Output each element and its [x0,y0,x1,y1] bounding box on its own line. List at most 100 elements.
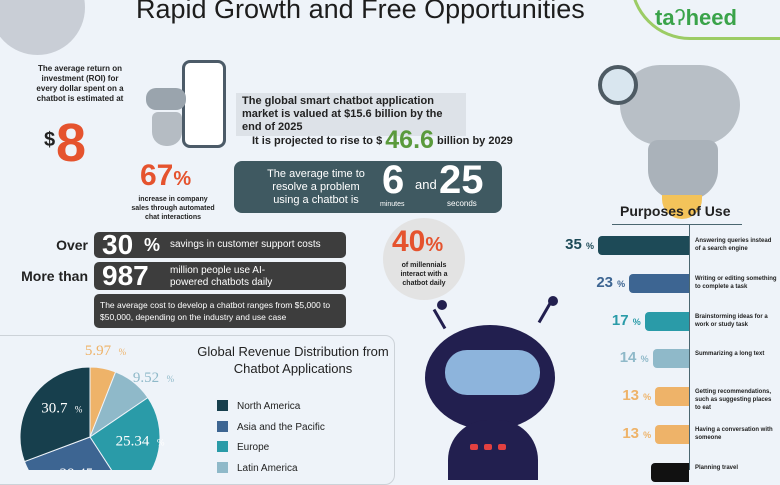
sales-stat: 67% [140,160,191,195]
robot-antenna-right [537,302,552,324]
robot-antenna-ball [548,296,558,306]
purpose-unit: % [585,241,594,251]
pie-slice [19,366,91,463]
roi-currency: $ [44,129,56,151]
legend-label: Asia and the Pacific [237,421,325,433]
savings-box: 30 % savings in customer support costs [94,229,346,260]
roi-value: 8 [56,113,87,173]
sales-text: increase in company sales through automa… [131,196,215,221]
millennials-text: of millennials interact with a chatbot d… [400,262,448,287]
resolve-minutes: 6 [382,158,405,202]
millennials-stat: 40% [392,226,443,261]
purpose-value: 13 [622,425,639,442]
purpose-bar [655,387,689,407]
purpose-value: 35 [565,236,582,253]
roi-text: The average return on investment (ROI) f… [36,64,124,103]
resolve-seconds: 25 [439,158,484,202]
millennials-circle [383,218,465,300]
robot-mascot-body [648,140,718,200]
purpose-label: Planning travel [695,464,739,471]
purposes-divider [612,224,742,225]
purpose-value: 17 [611,311,629,329]
pie-label-unit: % [119,347,127,357]
robot-illustration [146,88,186,110]
purpose-unit: % [640,354,649,365]
purpose-value: 23 [596,273,613,291]
cost-box: The average cost to develop a chatbot ra… [94,294,346,328]
purpose-bar [629,273,689,293]
purpose-label: Brainstorming ideas for a work or study … [695,313,768,328]
pie-label: 5.97 [85,343,112,359]
page-title: Rapid Growth and Free Opportunities [136,0,585,24]
purpose-percent: 23 % [565,274,625,293]
market-value-text: The global smart chatbot application mar… [236,93,466,136]
legend-label: North America [237,401,301,412]
savings-text: savings in customer support costs [170,239,321,250]
millennials-unit: % [425,234,444,256]
legend-swatch [217,441,228,452]
purpose-percent: 17 % [581,312,641,331]
users-box: 987 million people use AI-powered chatbo… [94,262,346,290]
pie-title: Global Revenue Distribution from Chatbot… [197,344,389,376]
robot-mascot-head [620,65,740,145]
purpose-label: Getting recommendations, such as suggest… [695,389,772,412]
robot-antenna-left [432,308,447,330]
pie-label: 9.52 [133,370,159,386]
projection-value: 46.6 [385,126,434,154]
pie-label-unit: % [157,438,165,448]
purpose-label: Answering queries instead of a search en… [695,238,772,252]
purpose-label: Writing or editing something to complete… [695,275,777,290]
seconds-label: seconds [447,199,477,208]
millennials-value: 40 [392,225,426,258]
projection-suffix: billion by 2029 [437,135,513,147]
purpose-value: 13 [622,387,639,405]
legend-label: Europe [237,442,270,453]
market-projection: It is projected to rise to $ 46.6 billio… [252,126,513,155]
legend-swatch [217,420,228,432]
sales-value: 67 [140,159,174,192]
pie-label: 30.7 [41,400,68,416]
purpose-percent: 13 % [591,387,651,406]
resolve-and: and [415,177,437,192]
purpose-label: Summarizing a long text [695,351,765,358]
purpose-bar [644,311,689,331]
robot-antenna-ball [437,300,447,310]
legend-item: Europe [217,441,269,454]
purpose-percent: 35 % [534,236,594,255]
logo: taʔheed [655,5,737,30]
purpose-value: 14 [619,349,637,367]
purpose-percent: 14 % [589,349,649,368]
purpose-bar [651,462,689,482]
purpose-unit: % [643,392,652,403]
legend-item: North America [217,400,300,413]
pie-chart: 5.97%9.52%25.34%28.45%30.7% [19,343,175,470]
legend-swatch [217,400,228,411]
resolve-text: The average time to resolve a problem us… [267,168,365,206]
robot-body-illustration [448,420,538,480]
robot-lights [470,444,478,450]
pie-slice [89,396,161,470]
projection-prefix: It is projected to rise to $ [252,135,383,147]
pie-label-unit: % [75,404,83,414]
pie-label: 25.34 [116,434,150,450]
savings-prefix: Over [56,237,88,253]
magnifier-icon [598,65,638,105]
savings-unit: % [144,235,161,255]
purpose-unit: % [617,278,626,289]
legend-label: Latin America [237,462,298,474]
legend-swatch [217,461,228,473]
robot-visor [445,350,540,395]
pie-label-unit: % [167,374,175,384]
purpose-unit: % [643,430,652,440]
users-text: million people use AI-powered chatbots d… [170,265,273,288]
purpose-label: Having a conversation with someone [695,427,773,441]
purpose-bar [652,349,689,369]
pie-slice [23,436,113,470]
legend-item: Latin America [217,461,298,475]
users-prefix: More than [21,268,88,284]
savings-value: 30 [102,229,134,260]
minutes-label: minutes [380,201,405,208]
purposes-title: Purposes of Use [620,203,731,219]
sales-unit: % [173,168,192,190]
purpose-unit: % [632,316,641,327]
